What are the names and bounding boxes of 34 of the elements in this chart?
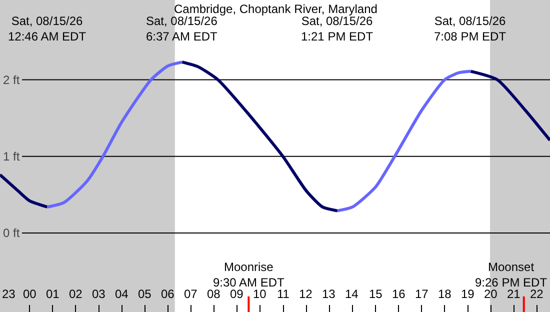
x-tick-label: 06 bbox=[161, 287, 175, 301]
ref-line-label: Moonset 9:26 PM EDT bbox=[475, 260, 548, 290]
ref-line-label: Moonrise 9:30 AM EDT bbox=[213, 260, 286, 290]
y-tick-label: 2 ft bbox=[3, 72, 20, 87]
x-tick-label: 18 bbox=[438, 287, 452, 301]
x-tick-label: 12 bbox=[299, 287, 313, 301]
x-tick-label: 15 bbox=[369, 287, 383, 301]
annotation: Sat, 08/15/26 6:37 AM EDT bbox=[146, 14, 218, 44]
x-tick-label: 02 bbox=[69, 287, 83, 301]
x-tick-label: 04 bbox=[115, 287, 129, 301]
x-tick-label: 16 bbox=[392, 287, 406, 301]
x-tick-label: 23 bbox=[2, 287, 16, 301]
x-tick-label: 07 bbox=[184, 287, 198, 301]
x-tick-label: 05 bbox=[138, 287, 152, 301]
x-tick-label: 01 bbox=[46, 287, 60, 301]
x-tick-label: 14 bbox=[345, 287, 359, 301]
x-tick-label: 00 bbox=[23, 287, 37, 301]
x-tick-label: 20 bbox=[484, 287, 498, 301]
x-tick-label: 03 bbox=[92, 287, 106, 301]
x-tick-label: 11 bbox=[277, 287, 290, 301]
x-tick-label: 21 bbox=[507, 287, 521, 301]
x-tick-label: 13 bbox=[322, 287, 336, 301]
x-tick-label: 19 bbox=[461, 287, 475, 301]
x-tick-label: 09 bbox=[230, 287, 244, 301]
x-tick-label: 17 bbox=[415, 287, 429, 301]
chart-title: Cambridge, Choptank River, Maryland bbox=[174, 2, 378, 16]
annotation: Sat, 08/15/26 1:21 PM EDT bbox=[301, 14, 374, 44]
x-tick-label: 10 bbox=[253, 287, 267, 301]
annotation: Sat, 08/15/26 7:08 PM EDT bbox=[434, 14, 507, 44]
x-tick-label: 08 bbox=[207, 287, 221, 301]
annotation: Sat, 08/15/26 12:46 AM EDT bbox=[8, 14, 87, 44]
y-tick-label: 0 ft bbox=[3, 226, 20, 240]
y-tick-label: 1 ft bbox=[3, 150, 20, 164]
x-tick-label: 22 bbox=[530, 287, 544, 301]
